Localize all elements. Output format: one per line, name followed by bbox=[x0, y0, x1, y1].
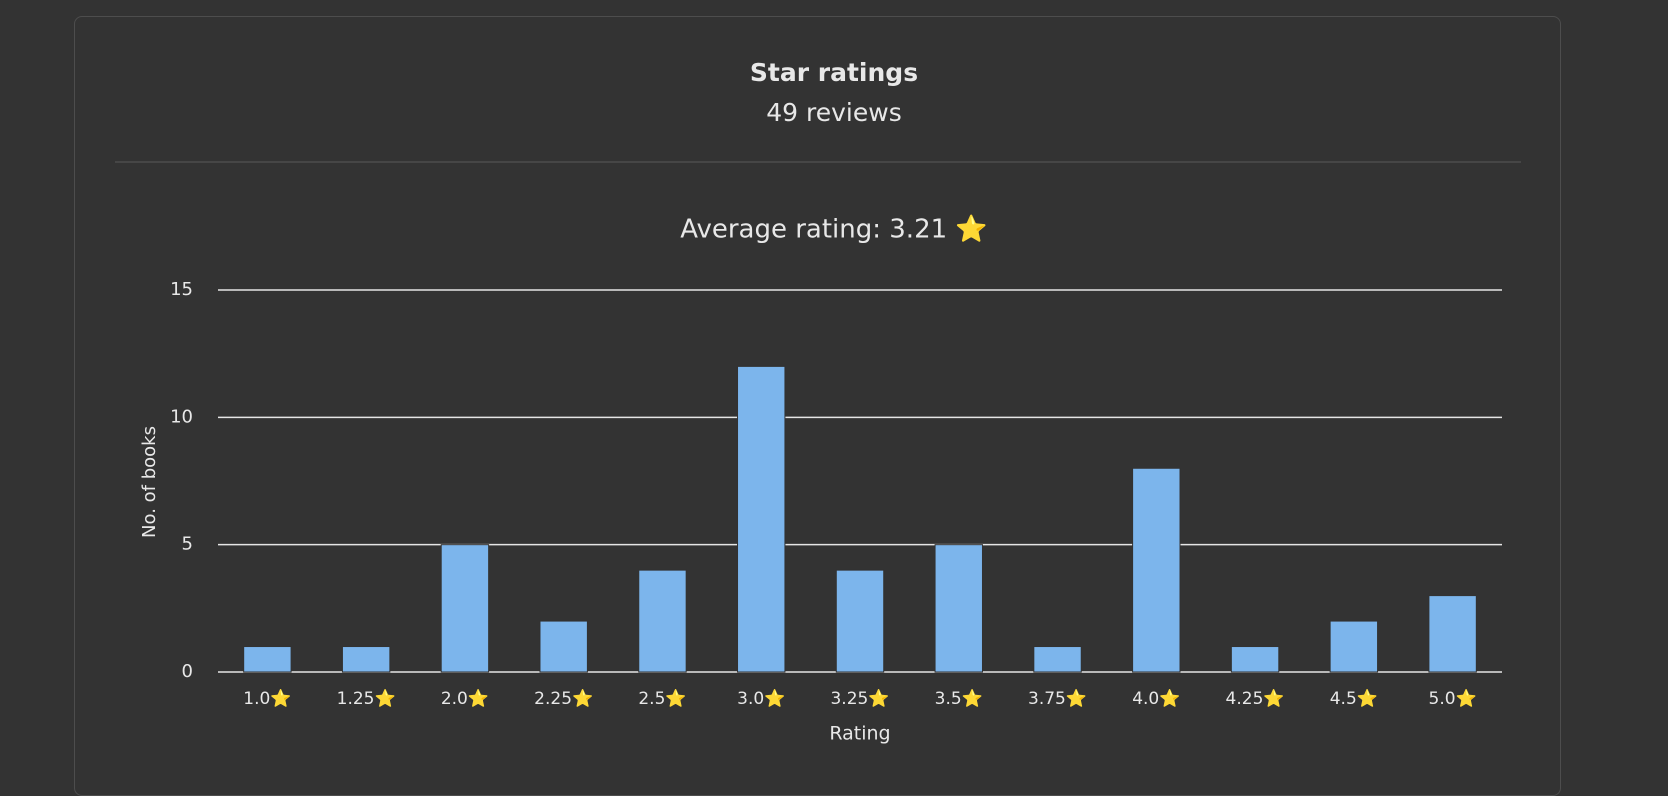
y-tick-label: 0 bbox=[182, 661, 193, 682]
card-subtitle: 49 reviews bbox=[766, 98, 901, 127]
x-tick-label: 2.0⭐ bbox=[441, 688, 489, 709]
x-tick-label: 2.25⭐ bbox=[534, 688, 593, 709]
x-tick-label: 1.0⭐ bbox=[243, 688, 291, 709]
x-tick-label: 3.75⭐ bbox=[1028, 688, 1087, 709]
chart: Star ratings 49 reviews Average rating: … bbox=[115, 58, 1521, 745]
x-tick-label: 5.0⭐ bbox=[1429, 688, 1477, 709]
card-title: Star ratings bbox=[750, 58, 918, 87]
y-tick-label: 15 bbox=[170, 279, 193, 300]
bar bbox=[341, 646, 391, 673]
x-tick-label: 2.5⭐ bbox=[638, 688, 686, 709]
bar bbox=[539, 620, 588, 673]
bar bbox=[737, 365, 786, 673]
x-tick-label: 4.5⭐ bbox=[1330, 688, 1378, 709]
chart-title: Average rating: 3.21 ⭐ bbox=[680, 214, 988, 245]
ratings-card bbox=[74, 16, 1561, 796]
bar bbox=[243, 646, 292, 673]
x-tick-label: 3.0⭐ bbox=[737, 688, 785, 709]
x-tick-label: 3.25⭐ bbox=[830, 688, 889, 709]
bar bbox=[1329, 620, 1379, 673]
bar bbox=[440, 544, 490, 673]
x-tick-label: 4.0⭐ bbox=[1132, 688, 1180, 709]
y-axis-label: No. of books bbox=[139, 426, 160, 538]
bar bbox=[934, 544, 983, 673]
x-tick-label: 3.5⭐ bbox=[935, 688, 983, 709]
bar bbox=[1230, 646, 1280, 673]
bar bbox=[638, 569, 687, 673]
y-tick-label: 5 bbox=[182, 534, 193, 555]
x-axis-label: Rating bbox=[829, 723, 890, 745]
bar bbox=[1132, 467, 1181, 673]
y-tick-label: 10 bbox=[170, 406, 193, 427]
bar bbox=[835, 569, 885, 673]
x-tick-label: 4.25⭐ bbox=[1226, 688, 1285, 709]
x-tick-label: 1.25⭐ bbox=[337, 688, 396, 709]
bar bbox=[1033, 646, 1082, 673]
page: {"header": {"title": "Star ratings", "su… bbox=[74, 16, 1561, 796]
bar bbox=[1428, 595, 1477, 673]
